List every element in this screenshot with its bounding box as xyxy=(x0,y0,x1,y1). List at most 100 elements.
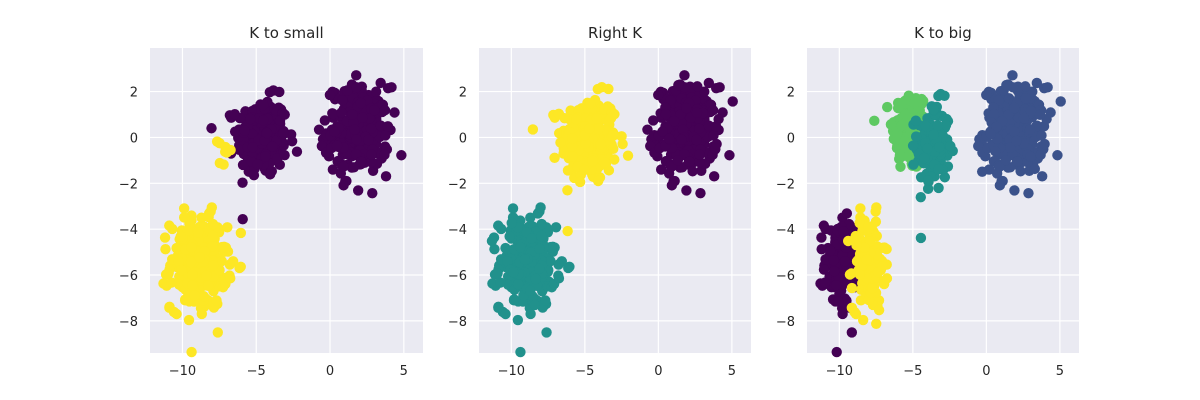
scatter-point xyxy=(574,176,586,188)
scatter-point xyxy=(1015,166,1026,177)
scatter-point xyxy=(175,231,186,242)
scatter-point xyxy=(171,308,182,320)
cluster-0 xyxy=(527,81,634,237)
x-tick-label: 0 xyxy=(982,364,990,379)
scatter-point xyxy=(885,119,897,130)
scatter-point xyxy=(512,314,524,326)
scatter-point xyxy=(347,109,358,120)
scatter-point xyxy=(198,291,209,302)
scatter-point xyxy=(380,130,391,141)
cluster-3 xyxy=(815,208,871,358)
scatter-point xyxy=(981,89,992,101)
scatter-point xyxy=(492,268,503,279)
scatter-point xyxy=(695,187,706,199)
scatter-point xyxy=(224,259,236,270)
scatter-point xyxy=(939,90,950,102)
scatter-point xyxy=(846,327,858,338)
cluster-1 xyxy=(907,88,958,244)
scatter-point xyxy=(248,170,260,181)
scatter-point xyxy=(907,140,919,151)
scatter-point xyxy=(258,115,269,126)
scatter-point xyxy=(207,230,218,242)
scatter-point xyxy=(1039,138,1050,150)
scatter-point xyxy=(922,175,934,186)
scatter-point xyxy=(529,299,541,311)
scatter-point xyxy=(940,119,952,131)
y-tick-label: −8 xyxy=(776,315,795,330)
scatter-point xyxy=(1020,93,1032,104)
scatter-point xyxy=(549,152,560,163)
scatter-point xyxy=(493,302,504,314)
scatter-point xyxy=(367,187,378,199)
scatter-point xyxy=(369,104,380,116)
scatter-point xyxy=(945,140,956,152)
scatter-point xyxy=(934,141,945,153)
scatter-point xyxy=(714,82,725,93)
scatter-point xyxy=(222,222,233,233)
scatter-point xyxy=(703,77,715,89)
scatter-point xyxy=(342,85,353,96)
scatter-point xyxy=(338,180,349,191)
scatter-point xyxy=(825,245,836,257)
scatter-point xyxy=(648,115,659,126)
scatter-point xyxy=(595,138,607,150)
scatter-point xyxy=(910,131,922,142)
scatter-point xyxy=(164,302,175,314)
scatter-point xyxy=(245,113,256,125)
scatter-point xyxy=(839,255,851,267)
scatter-point xyxy=(846,282,858,294)
scatter-point xyxy=(237,159,249,171)
scatter-point xyxy=(857,314,869,326)
scatter-point xyxy=(681,102,692,114)
scatter-point xyxy=(207,240,218,252)
scatter-point xyxy=(677,124,689,135)
scatter-point xyxy=(841,295,852,306)
x-tick-label: −10 xyxy=(826,364,853,379)
scatter-point xyxy=(351,134,362,145)
scatter-point xyxy=(562,165,574,176)
scatter-point xyxy=(1025,151,1036,162)
scatter-point xyxy=(526,233,537,244)
x-tick-label: −10 xyxy=(169,364,196,379)
scatter-point xyxy=(355,97,367,109)
scatter-point xyxy=(351,70,362,81)
subplot-right-k: −10 −5 0 5 2 0 −2 −4 −6 −8 Right K xyxy=(448,24,751,379)
scatter-point xyxy=(850,308,862,320)
scatter-point xyxy=(389,107,400,118)
scatter-point xyxy=(329,126,340,137)
scatter-point xyxy=(881,273,893,284)
scatter-point xyxy=(567,133,578,144)
y-tick-label: −4 xyxy=(119,223,138,238)
scatter-point xyxy=(663,133,675,145)
scatter-point xyxy=(922,183,934,195)
scatter-point xyxy=(379,149,390,161)
x-tick-labels: −10 −5 0 5 xyxy=(498,364,736,379)
scatter-point xyxy=(286,136,298,147)
x-tick-label: 0 xyxy=(654,364,662,379)
scatter-point xyxy=(278,128,289,139)
scatter-point xyxy=(976,166,988,177)
scatter-point xyxy=(357,112,368,124)
scatter-point xyxy=(861,254,872,265)
scatter-point xyxy=(380,171,392,182)
y-tick-label: 0 xyxy=(787,131,795,146)
scatter-point xyxy=(379,105,391,116)
subplot-k-to-small: −10 −5 0 5 2 0 −2 −4 −6 −8 K to small xyxy=(119,24,423,379)
scatter-point xyxy=(279,149,290,161)
scatter-point xyxy=(348,162,360,173)
scatter-point xyxy=(207,260,219,271)
x-tick-label: −5 xyxy=(247,364,266,379)
y-tick-label: 0 xyxy=(459,131,467,146)
cluster-1 xyxy=(313,70,407,199)
scatter-point xyxy=(713,113,724,125)
subplot-k-to-big: −10 −5 0 5 2 0 −2 −4 −6 −8 K to big xyxy=(776,24,1079,379)
scatter-point xyxy=(319,115,331,126)
scatter-point xyxy=(508,295,520,306)
scatter-point xyxy=(669,115,680,127)
y-tick-label: −2 xyxy=(119,177,138,192)
scatter-point xyxy=(534,263,545,274)
scatter-point xyxy=(502,256,513,267)
scatter-point xyxy=(515,242,526,253)
scatter-point xyxy=(694,156,705,168)
scatter-point xyxy=(1034,109,1046,121)
